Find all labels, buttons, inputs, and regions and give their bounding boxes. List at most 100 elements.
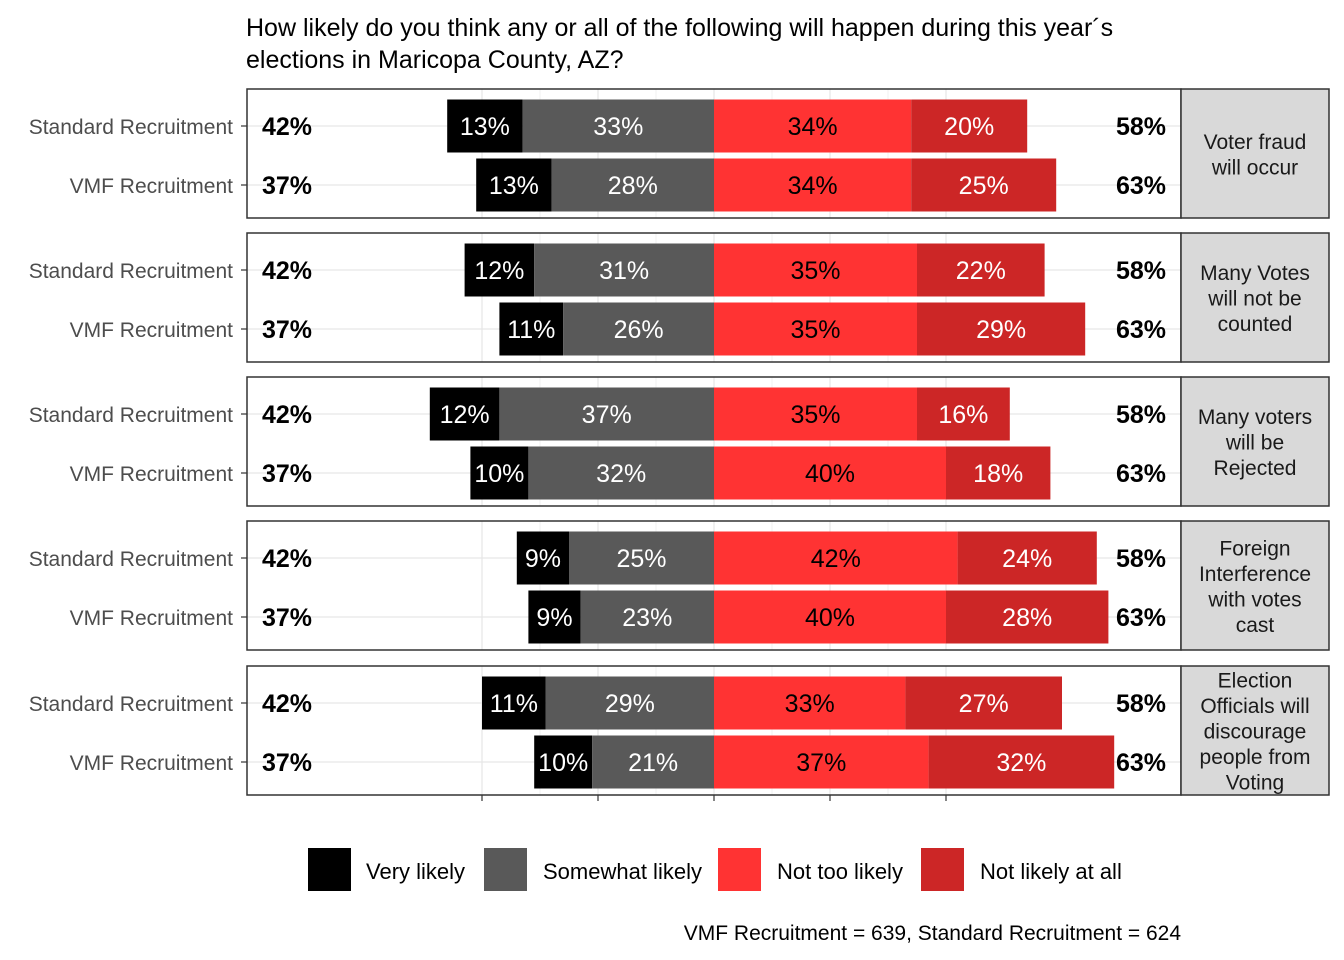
panel: 11% 29% 33% 27% 42% 58% Standard Recruitment 10… bbox=[29, 665, 1330, 796]
bar-segment-very bbox=[528, 590, 581, 644]
bar-segment-notatall bbox=[946, 590, 1109, 644]
legend-swatch-nottoo bbox=[718, 848, 761, 891]
bar-value-label: 10% bbox=[474, 460, 524, 488]
bar-value-label: 22% bbox=[956, 257, 1006, 285]
facet-strip bbox=[1180, 232, 1330, 363]
bar-value-label: 18% bbox=[973, 460, 1023, 488]
bar-value-label: 28% bbox=[1002, 604, 1052, 632]
bar-segment-nottoo bbox=[714, 676, 906, 730]
bar-segment-nottoo bbox=[714, 387, 917, 441]
bar-segment-nottoo bbox=[714, 158, 912, 212]
bar-value-label: 12% bbox=[474, 257, 524, 285]
bar-segment-nottoo bbox=[714, 243, 917, 297]
left-total-label: 42% bbox=[262, 113, 312, 141]
legend-label: Very likely bbox=[366, 859, 465, 884]
bar-value-label: 31% bbox=[599, 257, 649, 285]
bar-segment-nottoo bbox=[714, 531, 958, 585]
bar-value-label: 42% bbox=[811, 545, 861, 573]
bar-value-label: 32% bbox=[596, 460, 646, 488]
bar-segment-somewhat bbox=[592, 735, 714, 789]
bar-segment-nottoo bbox=[714, 735, 929, 789]
facet-strip-label: Foreign bbox=[1219, 537, 1290, 560]
bar-value-label: 11% bbox=[490, 690, 538, 718]
bar-value-label: 35% bbox=[790, 257, 840, 285]
bar-value-label: 35% bbox=[790, 316, 840, 344]
left-total-label: 37% bbox=[262, 460, 312, 488]
left-total-label: 42% bbox=[262, 690, 312, 718]
bar-segment-somewhat bbox=[499, 387, 714, 441]
facet-strip-label: with votes bbox=[1207, 588, 1301, 611]
facet-strip bbox=[1180, 520, 1330, 651]
bar-segment-nottoo bbox=[714, 446, 946, 500]
facet-strip bbox=[1180, 665, 1330, 796]
bar-segment-nottoo bbox=[714, 99, 912, 153]
right-total-label: 63% bbox=[1116, 604, 1166, 632]
facet-strip-label: counted bbox=[1218, 313, 1293, 336]
left-total-label: 37% bbox=[262, 749, 312, 777]
right-total-label: 58% bbox=[1116, 545, 1166, 573]
bar-value-label: 33% bbox=[785, 690, 835, 718]
bar-value-label: 29% bbox=[976, 316, 1026, 344]
legend-label: Somewhat likely bbox=[543, 859, 702, 884]
bar-value-label: 29% bbox=[605, 690, 655, 718]
left-total-label: 37% bbox=[262, 604, 312, 632]
bar-segment-very bbox=[476, 158, 552, 212]
panel: 13% 33% 34% 20% 42% 58% Standard Recruitment 13… bbox=[29, 88, 1330, 219]
bar-value-label: 33% bbox=[593, 113, 643, 141]
row-label: Standard Recruitment bbox=[29, 404, 233, 427]
bar-segment-notatall bbox=[911, 99, 1028, 153]
right-total-label: 58% bbox=[1116, 257, 1166, 285]
bar-segment-very bbox=[516, 531, 569, 585]
bar-value-label: 32% bbox=[996, 749, 1046, 777]
chart-panels: 13% 33% 34% 20% 42% 58% Standard Recruitment 13… bbox=[29, 88, 1330, 801]
chart-caption: VMF Recruitment = 639, Standard Recruitm… bbox=[684, 922, 1182, 945]
chart-title-line-2: elections in Maricopa County, AZ? bbox=[246, 46, 624, 74]
row-label: VMF Recruitment bbox=[70, 175, 234, 198]
bar-segment-very bbox=[470, 446, 529, 500]
bar-segment-notatall bbox=[957, 531, 1097, 585]
right-total-label: 58% bbox=[1116, 401, 1166, 429]
row-label: Standard Recruitment bbox=[29, 693, 233, 716]
facet-strip bbox=[1180, 376, 1330, 507]
facet-strip-label: Officials will bbox=[1200, 695, 1309, 718]
facet-strip-label: Many Votes bbox=[1200, 262, 1310, 285]
bar-segment-somewhat bbox=[522, 99, 714, 153]
panel: 12% 31% 35% 22% 42% 58% Standard Recruitment 11… bbox=[29, 232, 1330, 363]
bar-value-label: 24% bbox=[1002, 545, 1052, 573]
bar-segment-notatall bbox=[917, 243, 1045, 297]
bar-segment-nottoo bbox=[714, 590, 946, 644]
bar-segment-notatall bbox=[911, 158, 1057, 212]
bar-value-label: 12% bbox=[440, 401, 490, 429]
panel: 12% 37% 35% 16% 42% 58% Standard Recruitment 10… bbox=[29, 376, 1330, 507]
bar-value-label: 28% bbox=[608, 172, 658, 200]
facet-strip-label: Rejected bbox=[1214, 457, 1297, 480]
bar-value-label: 27% bbox=[959, 690, 1009, 718]
facet-strip-label: will be bbox=[1225, 432, 1284, 455]
bar-segment-somewhat bbox=[580, 590, 714, 644]
bar-segment-very bbox=[464, 243, 535, 297]
bar-value-label: 40% bbox=[805, 460, 855, 488]
bar-value-label: 25% bbox=[616, 545, 666, 573]
bar-segment-somewhat bbox=[545, 676, 714, 730]
facet-strip-label: cast bbox=[1236, 614, 1275, 637]
left-total-label: 42% bbox=[262, 545, 312, 573]
bar-value-label: 25% bbox=[959, 172, 1009, 200]
bar-segment-notatall bbox=[928, 735, 1115, 789]
facet-strip-label: will occur bbox=[1211, 156, 1298, 179]
bar-segment-somewhat bbox=[534, 243, 714, 297]
legend-swatch-somewhat bbox=[484, 848, 527, 891]
left-total-label: 42% bbox=[262, 401, 312, 429]
row-label: Standard Recruitment bbox=[29, 116, 233, 139]
row-label: Standard Recruitment bbox=[29, 548, 233, 571]
facet-strip-label: Voting bbox=[1226, 772, 1284, 795]
bar-value-label: 37% bbox=[582, 401, 632, 429]
bar-value-label: 10% bbox=[538, 749, 588, 777]
legend-label: Not too likely bbox=[777, 859, 903, 884]
row-label: Standard Recruitment bbox=[29, 260, 233, 283]
facet-strip-label: discourage bbox=[1204, 721, 1307, 744]
bar-value-label: 34% bbox=[788, 172, 838, 200]
bar-value-label: 26% bbox=[614, 316, 664, 344]
chart-title: How likely do you think any or all of th… bbox=[246, 14, 1113, 42]
bar-value-label: 35% bbox=[790, 401, 840, 429]
